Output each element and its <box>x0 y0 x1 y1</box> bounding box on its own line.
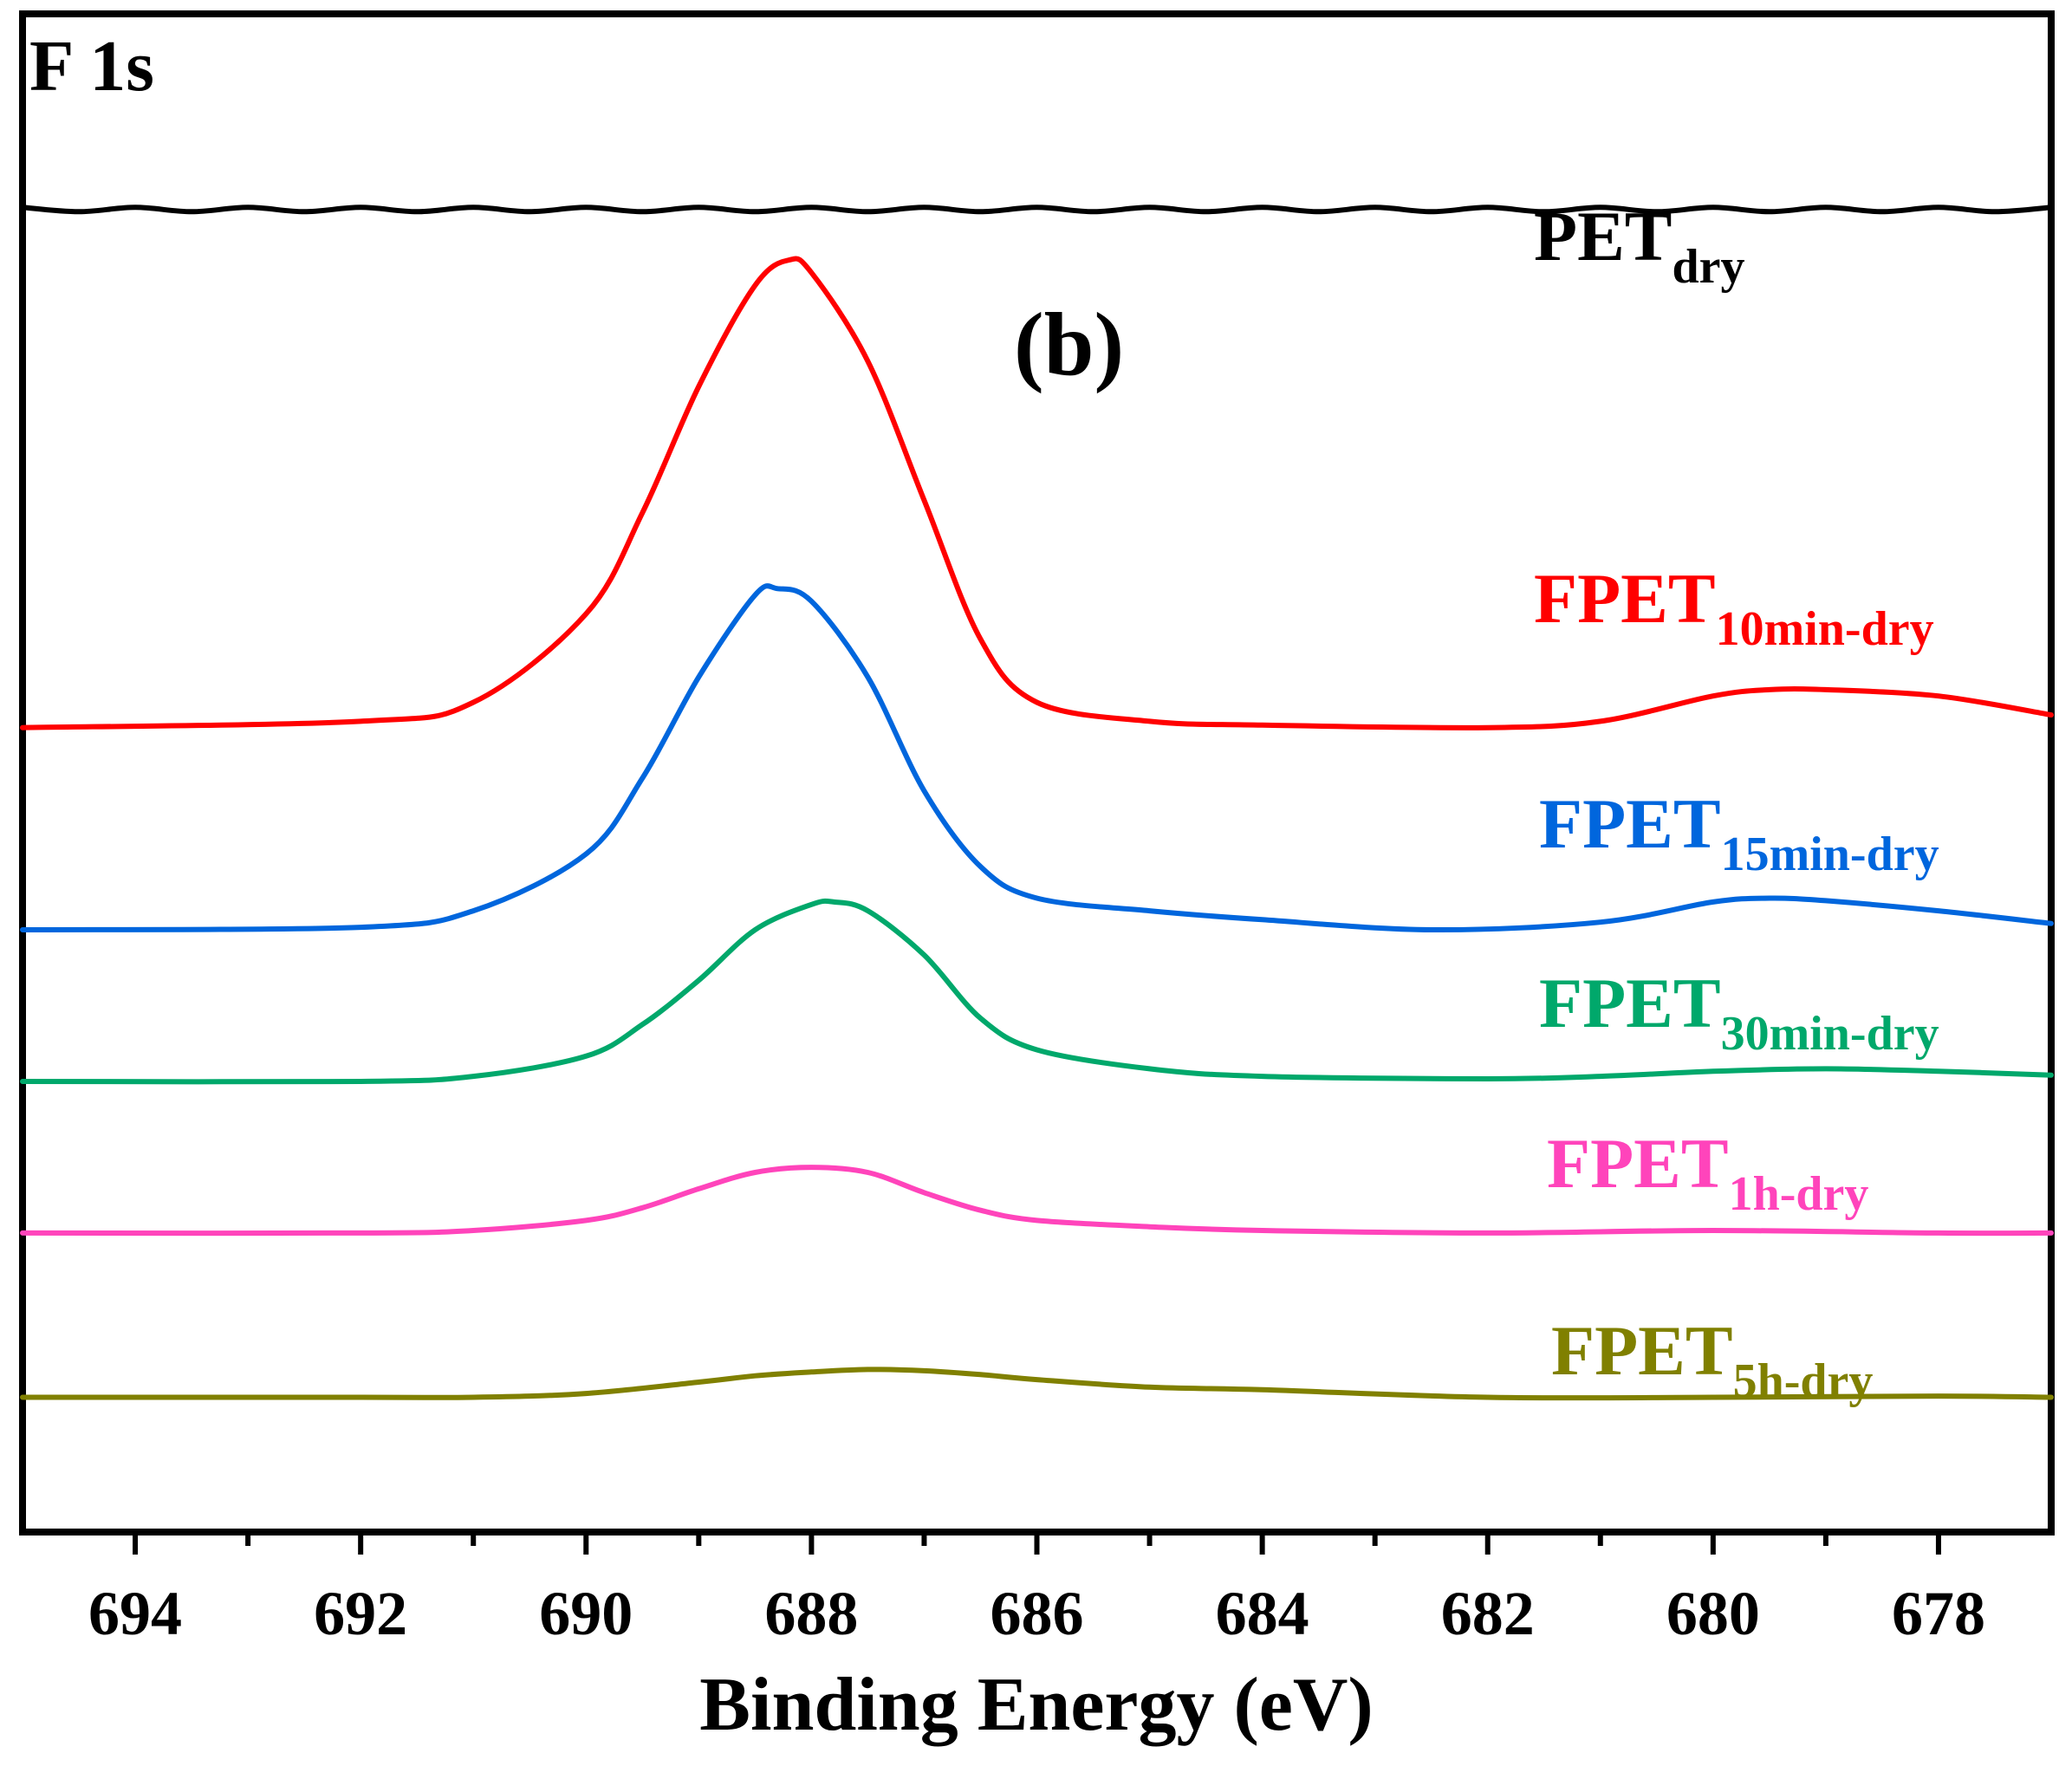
series-line-0 <box>20 205 2054 215</box>
panel-label: (b) <box>1014 295 1124 394</box>
x-tick-label: 682 <box>1441 1579 1535 1648</box>
x-tick-label: 684 <box>1216 1579 1309 1648</box>
series-line-3 <box>20 898 2054 1085</box>
x-tick-label: 692 <box>314 1579 407 1648</box>
legend-label-1: FPET10min-dry <box>1534 559 1934 656</box>
x-tick-label: 678 <box>1892 1579 1985 1648</box>
series-layer <box>20 205 2054 1401</box>
legend-label-0: PETdry <box>1534 197 1744 294</box>
legend-label-3: FPET30min-dry <box>1539 964 1939 1061</box>
series-line-5 <box>20 1367 2054 1401</box>
series-line-4 <box>20 1165 2054 1237</box>
x-tick-label: 680 <box>1666 1579 1760 1648</box>
x-axis-title: Binding Energy (eV) <box>699 1663 1373 1747</box>
x-tick-label: 690 <box>539 1579 633 1648</box>
legend-label-4: FPET1h-dry <box>1547 1124 1868 1221</box>
x-axis: 694 692 690 688 686 684 682 680 678 <box>88 1532 1985 1648</box>
x-tick-label: 688 <box>764 1579 858 1648</box>
plot-frame <box>19 10 2055 1536</box>
series-line-2 <box>20 583 2054 933</box>
x-tick-label: 686 <box>991 1579 1084 1648</box>
legend-label-5: FPET5h-dry <box>1551 1311 1873 1408</box>
series-line-1 <box>20 256 2054 730</box>
x-tick-label: 694 <box>88 1579 182 1648</box>
legend-label-2: FPET15min-dry <box>1539 784 1939 881</box>
legend: PETdry FPET10min-dry FPET15min-dry FPET30mi… <box>1534 197 1939 1408</box>
chart-title: F 1s <box>29 26 154 107</box>
